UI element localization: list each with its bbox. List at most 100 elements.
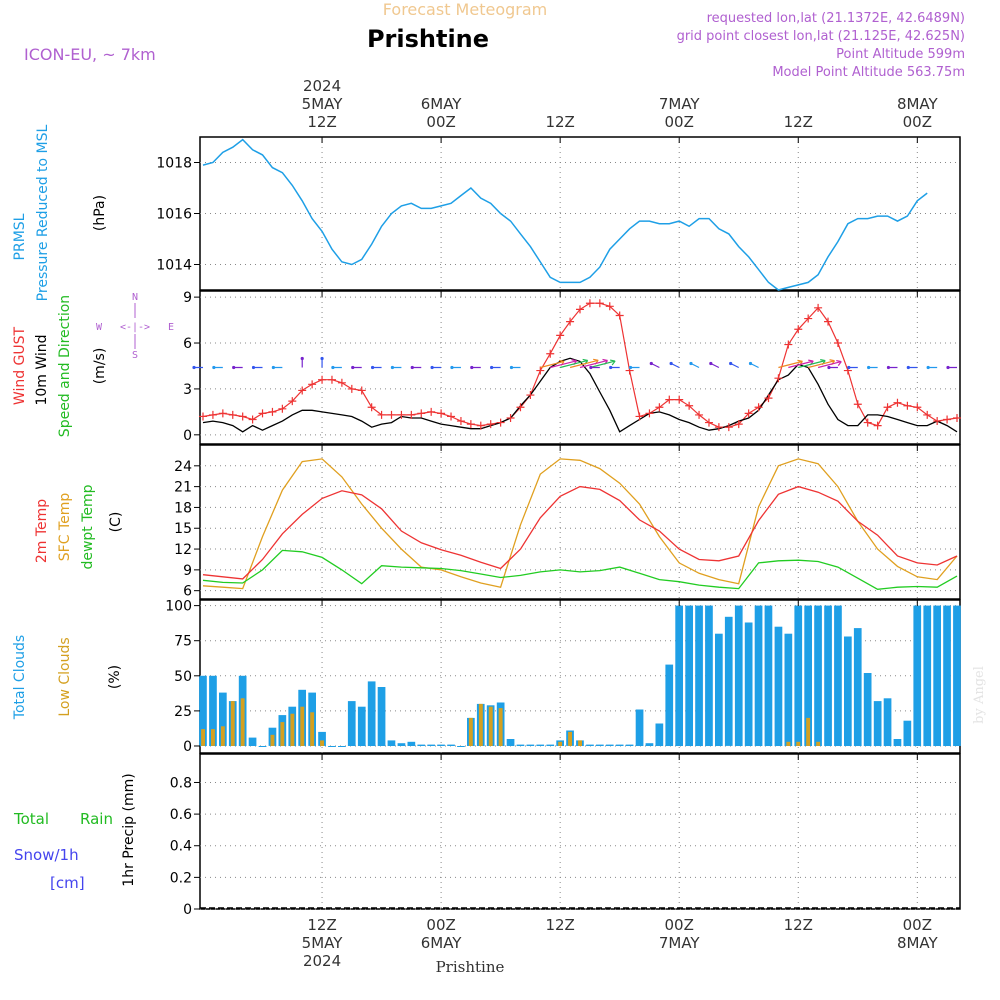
gust-marker xyxy=(486,420,495,429)
time-label-top: 12Z xyxy=(784,113,813,131)
gust-marker xyxy=(774,374,783,383)
gust-marker xyxy=(526,391,535,400)
total-cloud-bar xyxy=(625,744,634,746)
tsfc-label: SFC Temp xyxy=(57,493,73,562)
total-cloud-bar xyxy=(407,741,416,746)
gust-marker xyxy=(675,395,684,404)
time-label-bottom: 6MAY xyxy=(421,934,463,952)
low-cloud-bar xyxy=(578,740,582,746)
wind-arrow xyxy=(569,359,599,369)
clouds-unit: (%) xyxy=(107,665,123,689)
total-cloud-bar xyxy=(506,739,515,746)
gust-marker xyxy=(308,380,317,389)
precip-total-label: Total xyxy=(13,810,49,828)
gust-marker xyxy=(833,339,842,348)
gust-marker xyxy=(278,404,287,413)
compass-n: N xyxy=(132,292,138,303)
gust-marker xyxy=(566,317,575,326)
wind-arrow-head xyxy=(669,361,673,366)
gust-marker xyxy=(288,397,297,406)
gust-marker xyxy=(347,384,356,393)
wind-arrow-head xyxy=(450,365,454,370)
precip-panel xyxy=(199,753,961,910)
wind-arrow-head xyxy=(827,365,831,370)
wind-arrow-head xyxy=(390,365,395,370)
wind-arrow-head xyxy=(946,365,950,370)
gust-marker xyxy=(923,410,932,419)
total-cloud-bar xyxy=(834,605,842,746)
wind-arrow xyxy=(778,360,803,369)
gust-marker xyxy=(903,401,912,410)
total-clouds-label: Total Clouds xyxy=(12,635,28,720)
wind-line xyxy=(202,357,958,433)
low-cloud-bar xyxy=(468,717,473,746)
low-cloud-bar xyxy=(310,712,315,746)
gust-marker xyxy=(417,409,426,418)
wind-arrow-head xyxy=(867,365,871,370)
y-tick-label: 18 xyxy=(174,500,192,516)
y-tick-label: 15 xyxy=(174,521,192,537)
gust-marker xyxy=(327,375,336,384)
gust-marker xyxy=(367,403,376,412)
model-altitude: Model Point Altitude 563.75m xyxy=(772,65,965,80)
low-cloud-bar xyxy=(290,713,295,746)
gust-marker xyxy=(704,418,713,427)
gust-marker xyxy=(536,366,545,375)
pressure-unit: (hPa) xyxy=(92,195,108,231)
time-label-top: 12Z xyxy=(545,113,574,131)
time-label-top: 00Z xyxy=(903,113,932,131)
gust-label: Wind GUST xyxy=(12,326,28,405)
y-tick-label: 6 xyxy=(183,336,192,352)
gust-marker xyxy=(516,403,525,412)
grid-layer xyxy=(200,137,960,910)
gust-marker xyxy=(873,421,882,430)
gust-marker xyxy=(506,413,515,422)
y-tick-label: 0.8 xyxy=(170,775,192,791)
total-cloud-bar xyxy=(248,737,257,746)
total-cloud-bar xyxy=(635,709,644,746)
total-cloud-bar xyxy=(526,744,535,746)
total-cloud-bar xyxy=(824,605,832,746)
total-cloud-bar xyxy=(338,746,346,747)
gust-marker xyxy=(724,423,733,432)
gust-marker xyxy=(943,415,952,424)
total-cloud-bar xyxy=(784,633,793,746)
wind-arrow xyxy=(550,360,577,369)
wind-arrow-head xyxy=(886,365,891,370)
gust-marker xyxy=(456,417,465,426)
time-label-top: 5MAY xyxy=(302,95,344,113)
gust-marker xyxy=(794,325,803,334)
y-tick-label: 1014 xyxy=(156,258,192,274)
dewpt-label: dewpt Temp xyxy=(80,484,96,569)
y-tick-label: 0.2 xyxy=(170,870,192,886)
low-cloud-bar xyxy=(498,708,503,746)
precip-cm-label: [cm] xyxy=(50,874,85,892)
dewpt-line xyxy=(202,549,958,590)
time-label-top: 12Z xyxy=(307,113,336,131)
low-cloud-bar xyxy=(230,701,235,746)
y-tick-label: 1018 xyxy=(156,156,192,172)
gust-marker xyxy=(199,412,207,421)
time-label-bottom: 8MAY xyxy=(897,934,939,952)
wind-arrow-head xyxy=(589,365,593,370)
gust-marker xyxy=(784,340,793,349)
low-cloud-bar xyxy=(320,740,324,746)
footer-location: Prishtine xyxy=(436,958,505,976)
wind-arrow-head xyxy=(271,365,275,370)
total-cloud-bar xyxy=(219,692,227,746)
compass-arrows: <-|-> xyxy=(120,322,150,333)
total-cloud-bar xyxy=(209,675,217,746)
low-cloud-bar xyxy=(816,741,821,746)
y-tick-label: 3 xyxy=(183,382,192,398)
wind-arrow-head xyxy=(748,361,753,366)
low-cloud-bar xyxy=(478,703,483,746)
total-cloud-bar xyxy=(357,706,366,746)
low-cloud-bar xyxy=(806,717,811,746)
low-cloud-bar xyxy=(280,722,285,746)
gust-marker xyxy=(476,421,485,430)
y-tick-label: 1016 xyxy=(156,207,192,223)
total-cloud-bar xyxy=(873,701,882,746)
wind-arrow-head xyxy=(232,365,236,370)
total-cloud-bar xyxy=(953,605,961,746)
time-label-top: 7MAY xyxy=(659,95,701,113)
